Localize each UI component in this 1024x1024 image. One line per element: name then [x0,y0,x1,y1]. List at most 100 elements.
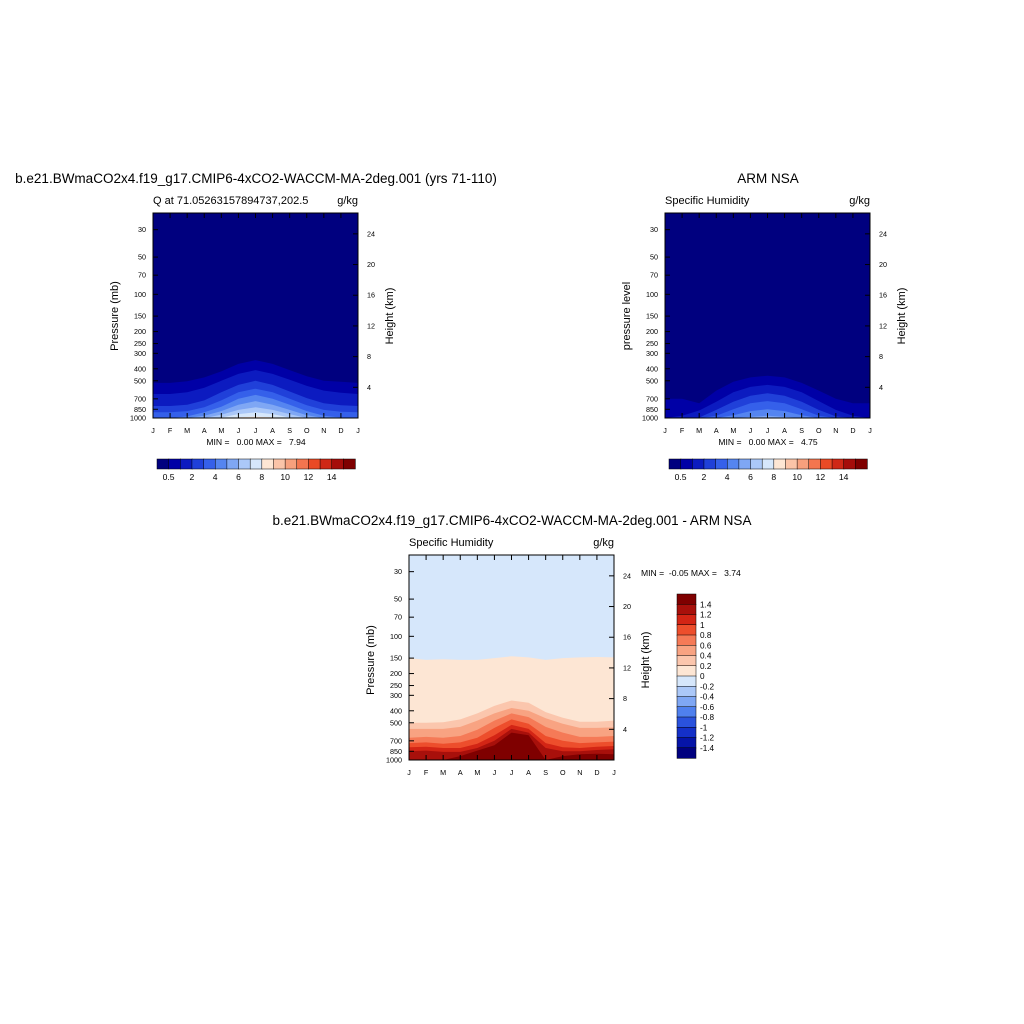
y-tick-label: 100 [646,290,658,299]
panel-model: b.e21.BWmaCO2x4.f19_g17.CMIP6-4xCO2-WACC… [15,171,497,482]
y-right-tick-label: 8 [879,352,883,361]
x-tick-label: J [766,426,770,435]
colorbar-swatch [831,458,845,470]
y-tick-label: 150 [646,312,658,321]
colorbar-swatch [156,458,170,470]
colorbar-swatch [676,727,697,739]
colorbar-swatch [191,458,205,470]
panel-model-ylabel-right: Height (km) [384,288,396,345]
colorbar-swatch [168,458,181,470]
colorbar-label: 1.4 [700,600,712,609]
colorbar-swatch [296,458,310,470]
y-tick-label: 50 [394,595,402,604]
colorbar-swatch [785,458,798,470]
y-right-tick-label: 20 [623,602,631,611]
y-right-tick-label: 24 [623,571,631,580]
y-tick-label: 200 [390,669,402,678]
y-tick-label: 1000 [642,414,658,423]
x-tick-label: J [510,768,514,777]
colorbar-swatch [249,458,263,470]
panel-obs: ARM NSA Specific Humidity g/kg J F M A M J J A S… [621,171,908,482]
y-right-tick-label: 24 [367,229,375,238]
x-tick-label: A [782,426,787,435]
colorbar-label: 0.4 [700,652,712,661]
panel-model-colorbar: 0.5 2 4 6 8 10 12 14 [156,458,356,482]
y-right-tick-label: 20 [367,260,375,269]
colorbar-label: 1.2 [700,611,712,620]
colorbar-swatch [703,458,717,470]
x-tick-label: M [474,768,480,777]
x-tick-label: F [424,768,429,777]
colorbar-label: 2 [190,472,195,482]
x-tick-label: S [287,426,292,435]
x-tick-label: A [270,426,275,435]
x-tick-label: F [168,426,173,435]
y-tick-label: 50 [138,253,146,262]
panel-model-ylabel: Pressure (mb) [109,281,121,351]
colorbar-swatch [331,458,345,470]
y-right-tick-label: 12 [623,663,631,672]
x-tick-label: J [407,768,411,777]
panel-obs-ylabel-right: Height (km) [896,288,908,345]
colorbar-label: -0.4 [700,693,715,702]
colorbar-swatch [676,604,697,616]
y-right-tick-label: 4 [879,383,883,392]
x-tick-label: M [184,426,190,435]
colorbar-swatch [773,458,787,470]
panel-obs-colorbar: 0.5 2 4 6 8 10 12 14 [668,458,868,482]
y-tick-label: 700 [134,394,146,403]
colorbar-swatch [273,458,286,470]
x-tick-label: J [237,426,241,435]
x-tick-label: A [526,768,531,777]
colorbar-label: 12 [816,472,826,482]
panel-diff-min-max: MIN = -0.05 MAX = 3.74 [641,568,741,578]
colorbar-swatch [855,458,868,470]
colorbar-label: 6 [236,472,241,482]
colorbar-swatch [261,458,275,470]
y-right-tick-label: 4 [367,383,371,392]
y-tick-label: 850 [134,405,146,414]
colorbar-swatch [676,624,697,636]
x-tick-label: N [833,426,838,435]
colorbar-swatch [676,593,697,605]
y-tick-label: 30 [650,225,658,234]
y-tick-label: 700 [390,736,402,745]
x-tick-label: M [696,426,702,435]
x-tick-label: O [816,426,822,435]
y-tick-label: 50 [650,253,658,262]
colorbar-swatch [715,458,728,470]
y-tick-label: 1000 [386,756,402,765]
y-right-tick-label: 16 [367,291,375,300]
y-tick-label: 300 [134,349,146,358]
y-tick-label: 500 [390,718,402,727]
x-tick-label: S [799,426,804,435]
panel-model-variable-label: Q at 71.05263157894737,202.5 [153,195,308,207]
colorbar-swatch [676,706,697,718]
x-tick-label: J [749,426,753,435]
colorbar-label: 8 [771,472,776,482]
colorbar-label: 0.6 [700,641,712,650]
colorbar-swatch [726,458,740,470]
panel-diff: b.e21.BWmaCO2x4.f19_g17.CMIP6-4xCO2-WACC… [273,513,752,777]
y-tick-label: 850 [390,747,402,756]
colorbar-label: 10 [792,472,802,482]
colorbar-label: 10 [280,472,290,482]
y-tick-label: 250 [134,339,146,348]
colorbar-label: 4 [213,472,218,482]
colorbar-swatch [692,458,705,470]
x-tick-label: A [458,768,463,777]
y-right-tick-label: 12 [879,321,887,330]
colorbar-label: 0 [700,672,705,681]
x-tick-label: D [338,426,343,435]
panel-diff-ylabel: Pressure (mb) [365,625,377,695]
x-tick-label: J [493,768,497,777]
y-tick-label: 200 [134,327,146,336]
colorbar-label: 0.5 [675,472,687,482]
y-tick-label: 70 [138,271,146,280]
y-tick-label: 150 [134,312,146,321]
y-right-tick-label: 24 [879,229,887,238]
x-tick-label: D [594,768,599,777]
colorbar-label: -1.2 [700,734,715,743]
colorbar-label: -0.6 [700,703,715,712]
